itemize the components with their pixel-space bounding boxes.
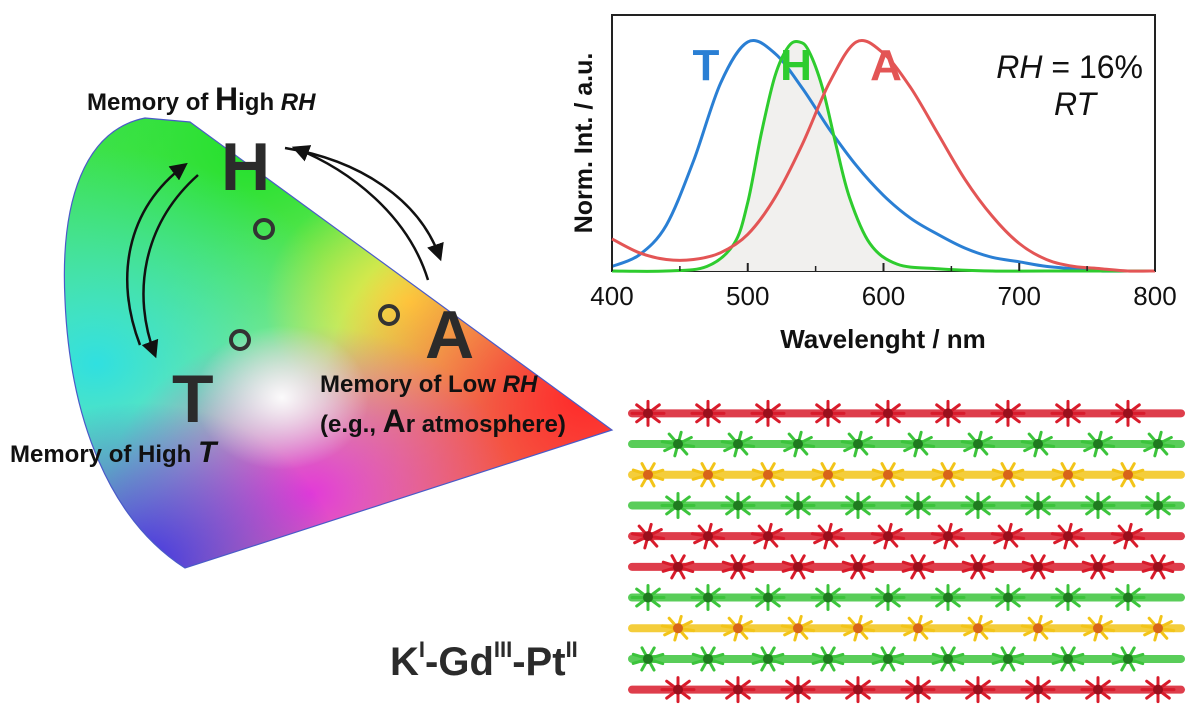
crystal-layer <box>628 646 1185 672</box>
point-A-marker <box>378 304 400 326</box>
emission-spectrum-chart: 400 500 600 700 800 Wavelenght / nm Norm. In… <box>570 14 1177 354</box>
point-T-marker <box>229 329 251 351</box>
label-ar-atmosphere: (e.g., Ar atmosphere) <box>320 403 566 439</box>
crystal-layer <box>628 491 1185 519</box>
series-A-line <box>611 39 1156 273</box>
x-tick-label: 800 <box>1133 281 1176 311</box>
series-label-H: H <box>780 41 812 90</box>
series-H-fill <box>612 41 1155 272</box>
crystal-layer <box>628 614 1185 642</box>
point-T-letter: T <box>172 361 214 437</box>
x-tick-label: 400 <box>590 281 633 311</box>
series-T-line <box>611 39 1155 273</box>
crystal-layer <box>628 399 1185 427</box>
cie-diagram: H T A Memory of High RH Memory of High T… <box>10 81 614 569</box>
crystal-layer <box>628 430 1185 458</box>
series-lines <box>611 39 1156 273</box>
point-H-letter: H <box>221 129 270 205</box>
fill-layer <box>612 41 1155 272</box>
y-axis-label: Norm. Int. / a.u. <box>570 53 598 234</box>
crystal-layer <box>628 554 1185 580</box>
x-tick-label: 700 <box>998 281 1041 311</box>
x-ticks: 400 500 600 700 800 <box>590 263 1177 311</box>
crystal-layer <box>628 522 1185 550</box>
annotation-rh: RH = 16% <box>996 49 1143 85</box>
point-H-marker <box>253 218 275 240</box>
x-tick-label: 600 <box>862 281 905 311</box>
formula-label: KI-GdIII-PtII <box>390 637 578 684</box>
spectral-locus-outline <box>63 117 614 569</box>
series-label-T: T <box>693 41 720 90</box>
arrow-H-to-T <box>141 174 199 359</box>
point-A-letter: A <box>425 297 474 373</box>
label-memory-low-rh: Memory of Low RH <box>320 371 538 398</box>
x-axis-label: Wavelenght / nm <box>780 324 986 354</box>
arrow-H-to-A <box>284 146 444 262</box>
crystal-structure <box>628 399 1185 704</box>
x-tick-label: 500 <box>726 281 769 311</box>
label-memory-high-t: Memory of High T <box>10 436 219 469</box>
crystal-layer <box>628 584 1185 612</box>
arrow-T-to-H <box>125 162 188 346</box>
label-memory-high-rh: Memory of High RH <box>87 81 316 117</box>
series-label-A: A <box>870 41 902 90</box>
crystal-layer <box>628 676 1185 704</box>
annotation-rt: RT <box>1054 86 1099 122</box>
arrow-A-to-H <box>291 145 430 281</box>
crystal-layer <box>628 462 1185 488</box>
